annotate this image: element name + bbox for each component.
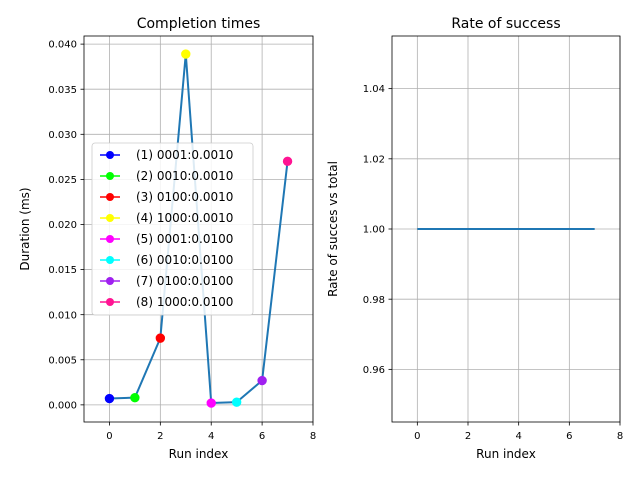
data-point-marker (181, 49, 191, 59)
y-tick-label: 1.04 (363, 84, 385, 95)
y-tick-label: 0.010 (48, 310, 77, 321)
x-axis-label: Run index (476, 447, 536, 461)
y-axis-label: Rate of succes vs total (326, 161, 340, 297)
x-tick-label: 8 (310, 431, 316, 442)
y-ticks: 0.96 0.98 1.00 1.02 1.04 (363, 84, 392, 376)
legend-marker (106, 298, 114, 306)
y-tick-label: 0.000 (48, 400, 77, 411)
plot-title: Rate of success (451, 16, 560, 32)
y-tick-label: 1.02 (363, 154, 385, 165)
legend-marker (106, 151, 114, 159)
y-tick-label: 0.030 (48, 130, 77, 141)
data-point-marker (282, 156, 293, 167)
x-tick-label: 8 (617, 431, 623, 442)
completion-times-plot: 0 2 4 6 8 0.000 0.005 0.010 0.015 0.020 0.025 0.03… (18, 16, 316, 461)
x-ticks: 0 2 4 6 8 (106, 422, 316, 442)
legend-marker (106, 277, 114, 285)
y-tick-label: 0.035 (48, 85, 77, 96)
x-tick-label: 6 (566, 431, 572, 442)
legend-marker (106, 172, 114, 180)
x-tick-label: 2 (157, 431, 163, 442)
legend-marker (106, 193, 114, 201)
legend-label: (5) 0001:0.0100 (136, 232, 233, 246)
x-tick-label: 0 (414, 431, 420, 442)
data-point-marker (130, 392, 140, 403)
y-tick-label: 0.025 (48, 175, 77, 186)
legend-label: (4) 1000:0.0010 (136, 211, 233, 225)
x-ticks: 0 2 4 6 8 (414, 422, 623, 442)
y-tick-label: 0.040 (48, 40, 77, 51)
data-point-marker (155, 333, 166, 343)
x-tick-label: 4 (515, 431, 521, 442)
y-tick-label: 0.020 (48, 220, 77, 231)
x-axis-label: Run index (169, 447, 229, 461)
data-point-marker (104, 393, 115, 404)
x-tick-label: 4 (208, 431, 214, 442)
axes-frame (83, 35, 314, 423)
plot-title: Completion times (137, 16, 261, 32)
legend-label: (7) 0100:0.0100 (136, 274, 233, 288)
legend-marker (106, 235, 114, 243)
rate-of-success-plot: 0 2 4 6 8 0.96 0.98 1.00 1.02 1.04 Rate of succe… (326, 16, 623, 461)
y-tick-label: 1.00 (363, 225, 385, 236)
y-axis-label: Duration (ms) (18, 187, 32, 270)
y-tick-label: 0.005 (48, 355, 77, 366)
legend: (1) 0001:0.0010 (2) 0010:0.0010 (3) 0100:0… (91, 142, 254, 316)
legend-label: (8) 1000:0.0100 (136, 295, 233, 309)
data-point-marker (206, 398, 216, 408)
data-point-marker (231, 397, 242, 407)
x-tick-label: 0 (106, 431, 112, 442)
legend-label: (3) 0100:0.0010 (136, 190, 233, 204)
legend-box (91, 142, 254, 316)
legend-marker (106, 214, 114, 222)
legend-label: (2) 0010:0.0010 (136, 169, 233, 183)
y-tick-label: 0.96 (363, 365, 385, 376)
x-tick-label: 2 (465, 431, 471, 442)
x-tick-label: 6 (259, 431, 265, 442)
y-tick-label: 0.015 (48, 265, 77, 276)
legend-label: (6) 0010:0.0100 (136, 253, 233, 267)
legend-label: (1) 0001:0.0010 (136, 148, 233, 162)
legend-marker (106, 256, 114, 264)
axes-frame (391, 35, 621, 423)
data-point-marker (257, 375, 267, 386)
y-tick-label: 0.98 (363, 295, 385, 306)
y-ticks: 0.000 0.005 0.010 0.015 0.020 0.025 0.030 0.035… (48, 40, 84, 411)
